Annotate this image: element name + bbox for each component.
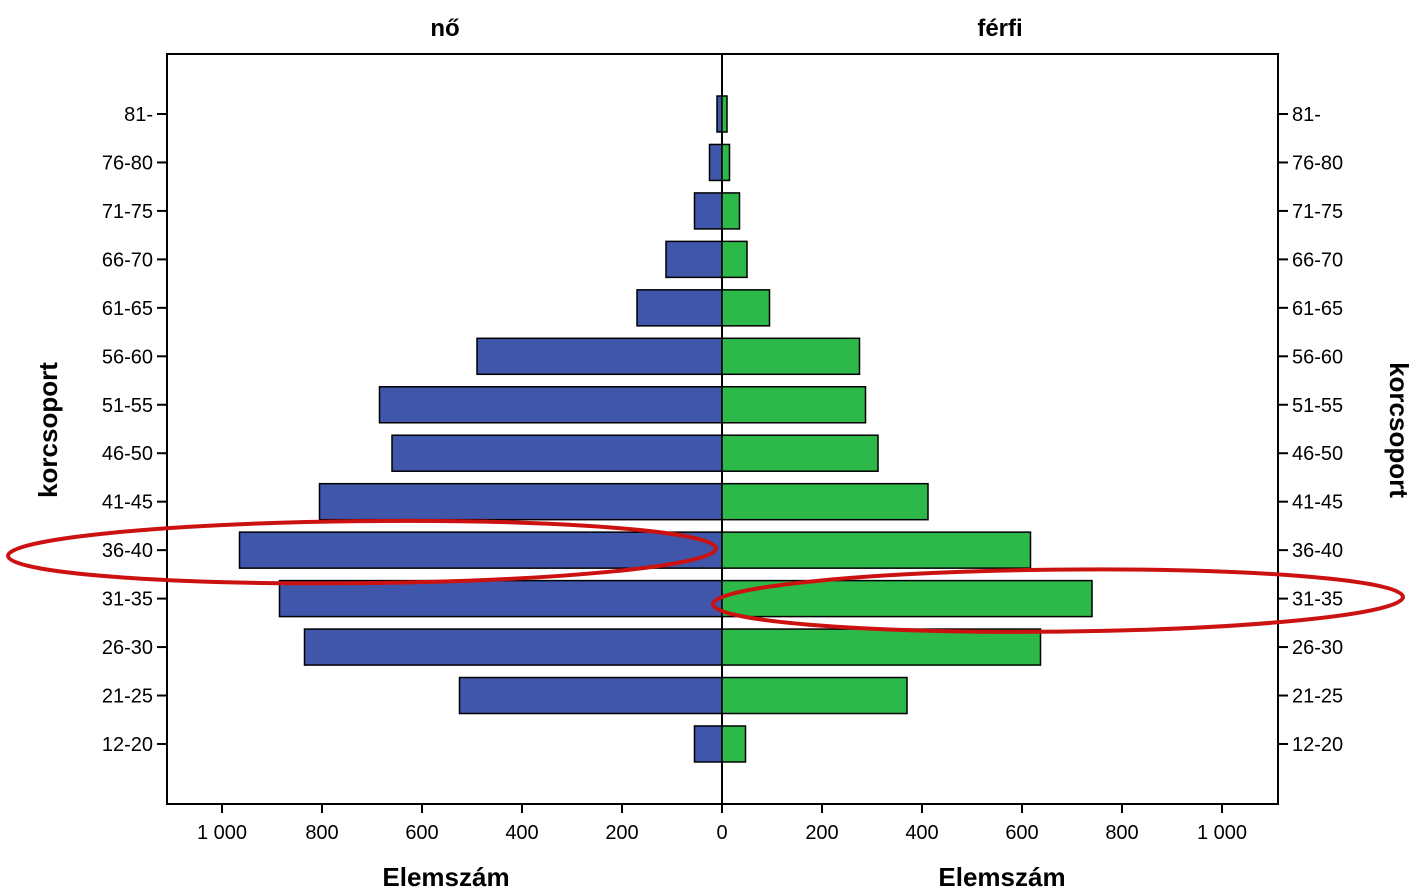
y-tick-label-right-26-30: 26-30 — [1292, 637, 1343, 659]
bar-male-76-80 — [721, 143, 731, 182]
bar-female-12-20 — [693, 725, 723, 763]
bar-female-36-40 — [238, 531, 723, 569]
y-tick-label-left-26-30: 26-30 — [102, 637, 153, 659]
y-axis-title-right: korcsoport — [1384, 362, 1410, 498]
x-tick-label-1: 800 — [305, 822, 338, 844]
x-tick-label-4: 200 — [605, 822, 638, 844]
bar-female-66-70 — [665, 240, 723, 279]
bar-male-71-75 — [721, 192, 741, 230]
x-tick-label-8: 600 — [1005, 822, 1038, 844]
y-tick-label-right-56-60: 56-60 — [1292, 346, 1343, 368]
bar-male-12-20 — [721, 725, 747, 763]
y-tick-label-right-71-75: 71-75 — [1292, 201, 1343, 223]
bar-male-26-30 — [721, 628, 1042, 666]
bar-male-41-45 — [721, 482, 929, 521]
y-tick-label-right-31-35: 31-35 — [1292, 589, 1343, 611]
x-tick-label-0: 1 000 — [197, 822, 247, 844]
y-tick-label-left-31-35: 31-35 — [102, 589, 153, 611]
bar-female-26-30 — [303, 628, 723, 666]
bar-female-31-35 — [278, 579, 723, 618]
y-tick-label-left-56-60: 56-60 — [102, 346, 153, 368]
bar-female-56-60 — [476, 337, 723, 376]
bar-female-76-80 — [708, 143, 723, 182]
x-tick-label-5: 0 — [716, 822, 727, 844]
bar-male-46-50 — [721, 434, 879, 472]
y-tick-label-right-81-: 81- — [1292, 104, 1321, 126]
bar-female-61-65 — [636, 289, 723, 327]
bar-male-21-25 — [721, 676, 908, 715]
y-tick-label-right-41-45: 41-45 — [1292, 492, 1343, 514]
bar-female-71-75 — [693, 192, 723, 230]
y-tick-label-left-46-50: 46-50 — [102, 443, 153, 465]
x-tick-label-2: 600 — [405, 822, 438, 844]
bar-female-21-25 — [458, 676, 723, 715]
y-tick-label-left-61-65: 61-65 — [102, 298, 153, 320]
y-tick-label-left-21-25: 21-25 — [102, 686, 153, 708]
y-tick-label-right-21-25: 21-25 — [1292, 686, 1343, 708]
y-axis-title-left: korcsoport — [33, 362, 63, 498]
y-tick-label-right-46-50: 46-50 — [1292, 443, 1343, 465]
highlight-ellipse-male-31-35 — [711, 567, 1405, 634]
bar-female-51-55 — [378, 386, 723, 424]
highlight-ellipse-female-36-40 — [6, 518, 718, 586]
bar-male-36-40 — [721, 531, 1032, 569]
y-tick-label-left-66-70: 66-70 — [102, 249, 153, 271]
y-tick-label-left-81-: 81- — [124, 104, 153, 126]
y-tick-label-right-61-65: 61-65 — [1292, 298, 1343, 320]
x-tick-label-6: 200 — [805, 822, 838, 844]
bar-male-66-70 — [721, 240, 748, 279]
x-axis-title-male: Elemszám — [938, 862, 1065, 892]
y-tick-label-left-71-75: 71-75 — [102, 201, 153, 223]
x-tick-label-7: 400 — [905, 822, 938, 844]
y-tick-label-left-51-55: 51-55 — [102, 395, 153, 417]
y-tick-label-right-76-80: 76-80 — [1292, 152, 1343, 174]
panel-title-female: nő — [430, 15, 459, 42]
bar-female-41-45 — [318, 482, 723, 521]
x-tick-label-3: 400 — [505, 822, 538, 844]
y-tick-label-left-12-20: 12-20 — [102, 734, 153, 756]
y-tick-label-right-36-40: 36-40 — [1292, 540, 1343, 562]
bar-male-56-60 — [721, 337, 861, 376]
bar-male-51-55 — [721, 386, 867, 424]
x-tick-label-10: 1 000 — [1197, 822, 1247, 844]
y-tick-label-right-12-20: 12-20 — [1292, 734, 1343, 756]
bar-female-46-50 — [391, 434, 723, 472]
x-tick-label-9: 800 — [1105, 822, 1138, 844]
y-tick-label-left-36-40: 36-40 — [102, 540, 153, 562]
panel-title-male: férfi — [977, 15, 1022, 42]
y-tick-label-right-51-55: 51-55 — [1292, 395, 1343, 417]
bar-male-81- — [721, 95, 728, 133]
y-tick-label-right-66-70: 66-70 — [1292, 249, 1343, 271]
bar-male-61-65 — [721, 289, 771, 327]
y-tick-label-left-41-45: 41-45 — [102, 492, 153, 514]
y-tick-label-left-76-80: 76-80 — [102, 152, 153, 174]
x-axis-title-female: Elemszám — [382, 862, 509, 892]
